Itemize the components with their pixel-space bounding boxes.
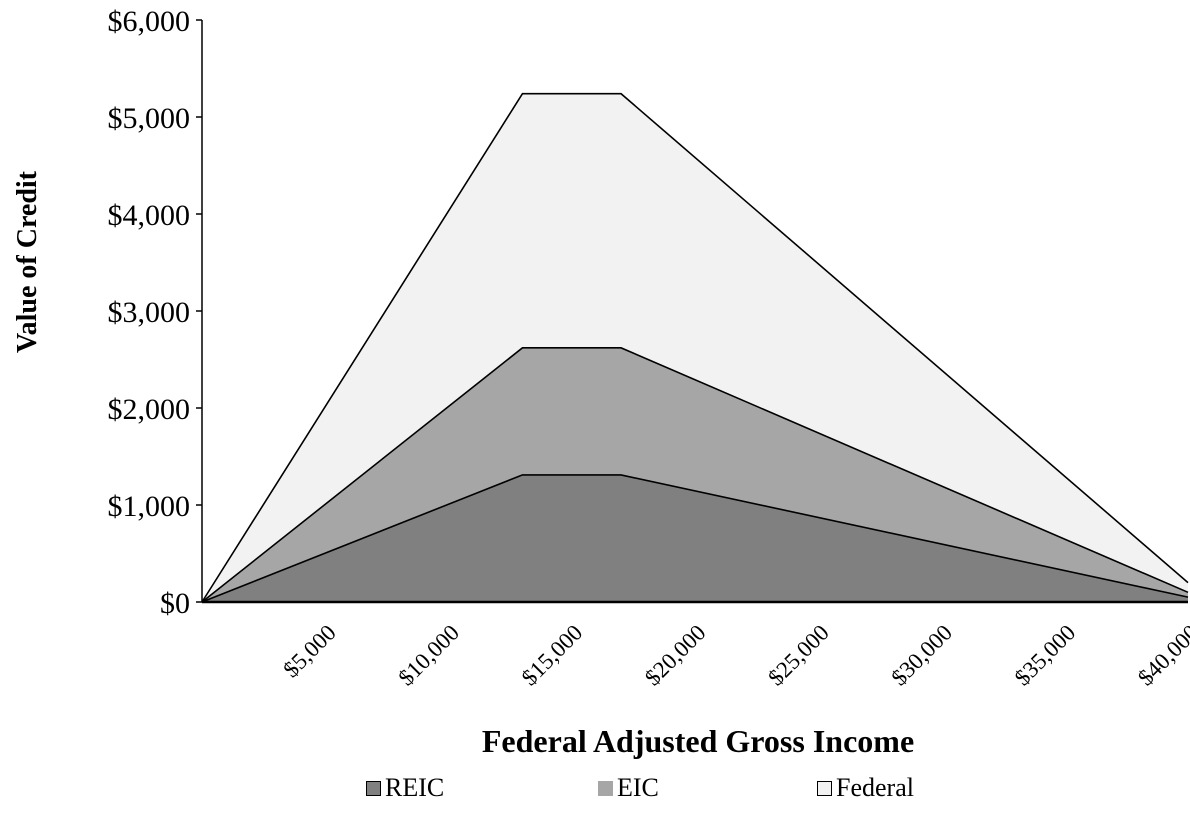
legend-item-federal: Federal	[817, 773, 914, 803]
legend-swatch-eic	[598, 780, 613, 796]
legend-label-reic: REIC	[385, 773, 445, 802]
y-axis-label: Value of Credit	[12, 170, 43, 353]
legend-item-eic: EIC	[598, 773, 659, 803]
chart-axes	[196, 19, 1188, 604]
legend-label-federal: Federal	[836, 773, 914, 802]
x-tick-label: $5,000	[278, 620, 340, 682]
y-tick-label: $4,000	[108, 199, 191, 232]
x-tick-label: $40,000	[1133, 620, 1190, 691]
legend-item-reic: REIC	[366, 773, 444, 803]
y-tick-label: $3,000	[108, 296, 191, 329]
line-eic	[201, 347, 1189, 603]
legend-label-eic: EIC	[617, 773, 659, 802]
x-tick-label: $15,000	[517, 620, 588, 691]
y-tick-labels: $0 $1,000 $2,000 $3,000 $4,000 $5,000 $6,000	[108, 5, 191, 620]
x-tick-label: $10,000	[394, 620, 465, 691]
y-tick-label: $5,000	[108, 102, 191, 135]
x-tick-label: $20,000	[640, 620, 711, 691]
x-axis-label: Federal Adjusted Gross Income	[482, 723, 914, 759]
x-tick-label: $30,000	[887, 620, 958, 691]
legend-swatch-federal	[817, 780, 832, 796]
x-tick-label: $25,000	[763, 620, 834, 691]
y-tick-label: $2,000	[108, 393, 191, 426]
x-tick-label: $35,000	[1010, 620, 1081, 691]
line-reic	[201, 474, 1189, 603]
x-tick-labels: $5,000 $10,000 $15,000 $20,000 $25,000 $30,00…	[278, 620, 1190, 691]
y-tick-label: $0	[160, 587, 190, 620]
y-tick-label: $1,000	[108, 490, 191, 523]
legend: REIC EIC Federal	[0, 773, 1190, 813]
chart-areas	[201, 92, 1189, 603]
legend-swatch-reic	[366, 780, 381, 796]
y-tick-label: $6,000	[108, 5, 191, 38]
line-federal	[201, 92, 1189, 603]
area-reic	[202, 474, 1188, 602]
